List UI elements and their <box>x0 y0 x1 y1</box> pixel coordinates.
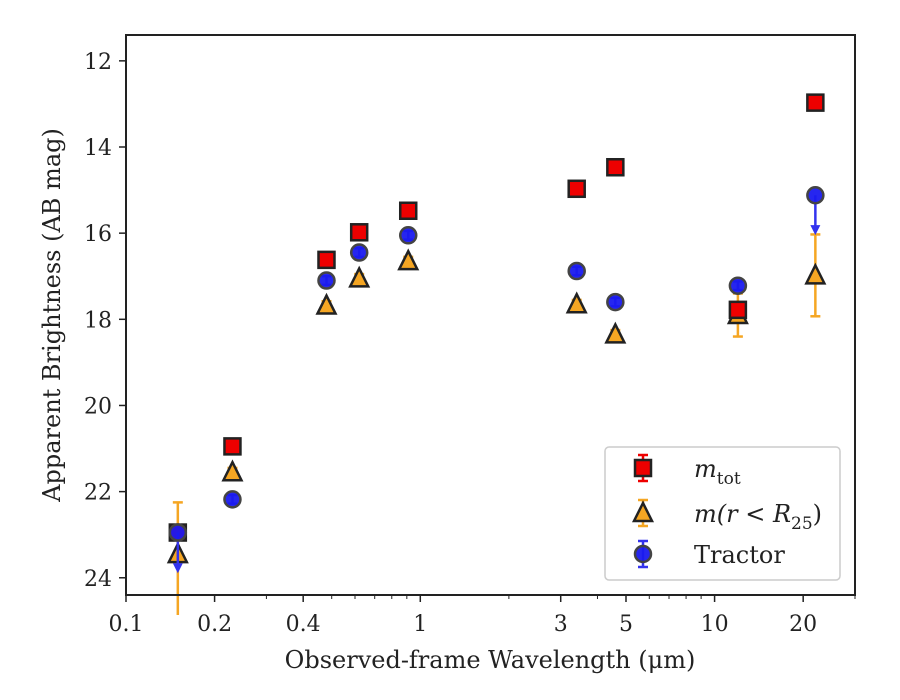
x-tick-label: 3 <box>554 612 568 637</box>
circle-point <box>728 276 748 295</box>
triangle-point <box>604 321 627 344</box>
circle-point <box>317 271 336 290</box>
legend-label: Tractor <box>694 541 785 569</box>
triangle-point <box>565 291 588 314</box>
circle-point <box>223 490 242 509</box>
x-tick-label: 10 <box>701 612 729 637</box>
x-tick-label: 0.2 <box>197 612 232 637</box>
series-circle <box>168 185 825 574</box>
triangle-point <box>221 459 244 482</box>
square-point <box>398 201 418 221</box>
legend-label-main: m <box>694 455 717 483</box>
y-axis-label: Apparent Brightness (AB mag) <box>38 128 66 503</box>
circle-point <box>398 226 418 245</box>
legend-label: mtot <box>694 455 741 489</box>
triangle-point <box>804 262 827 285</box>
circle-point <box>168 523 188 542</box>
legend-circle-marker <box>633 544 653 564</box>
x-tick-label: 0.4 <box>286 612 321 637</box>
x-tick-label: 1 <box>413 612 427 637</box>
legend-label-main: m(r < R <box>694 500 791 528</box>
y-tick-label: 18 <box>84 308 112 333</box>
square-point <box>606 157 625 177</box>
square-point <box>806 93 825 112</box>
square-point <box>349 223 369 242</box>
square-point <box>223 437 242 456</box>
legend-triangle-marker <box>631 500 655 523</box>
legend-label-subscript: tot <box>717 469 741 489</box>
x-tick-label: 20 <box>789 612 817 637</box>
legend: mtot m(r < R25) Tractor <box>604 446 841 581</box>
triangle-point <box>397 248 420 271</box>
x-tick-label: 5 <box>619 612 633 637</box>
legend-square-marker <box>633 458 653 478</box>
circle-point <box>349 243 369 262</box>
circle-point <box>606 292 625 312</box>
legend-label-tail: ) <box>813 500 822 528</box>
y-tick-label: 16 <box>84 222 112 247</box>
x-tick-label: 0.1 <box>109 612 144 637</box>
circle-point <box>567 261 586 281</box>
plot-frame <box>125 34 856 596</box>
square-point <box>728 300 748 320</box>
triangle-point <box>348 265 371 288</box>
y-tick-label: 12 <box>84 50 112 75</box>
axis-ticks: 0.1 0.2 0.4 1 3 5 10 20 12 14 16 18 20 22 24 <box>84 50 856 637</box>
y-tick-label: 24 <box>84 567 112 592</box>
x-axis-label: Observed-frame Wavelength (μm) <box>285 646 696 674</box>
y-tick-label: 14 <box>84 136 112 161</box>
circle-point <box>806 185 825 205</box>
legend-box <box>604 446 841 581</box>
square-point <box>567 179 586 199</box>
legend-label-subscript: 25 <box>791 514 813 534</box>
y-tick-label: 22 <box>84 481 112 506</box>
y-tick-label: 20 <box>84 394 112 419</box>
legend-label-main: Tractor <box>694 541 785 569</box>
plot-area <box>166 93 827 615</box>
triangle-point <box>315 292 338 315</box>
legend-label: m(r < R25) <box>694 500 822 534</box>
upper-limit-arrow <box>172 563 183 574</box>
upper-limit-arrow <box>810 225 821 236</box>
square-point <box>317 250 336 270</box>
